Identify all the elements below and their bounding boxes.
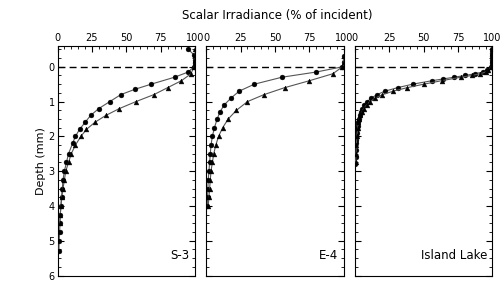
Text: S-3: S-3 [170, 249, 190, 262]
Y-axis label: Depth (mm): Depth (mm) [36, 127, 46, 195]
Text: Island Lake: Island Lake [420, 249, 487, 262]
Text: E-4: E-4 [319, 249, 338, 262]
Text: Scalar Irradiance (% of incident): Scalar Irradiance (% of incident) [182, 9, 373, 22]
